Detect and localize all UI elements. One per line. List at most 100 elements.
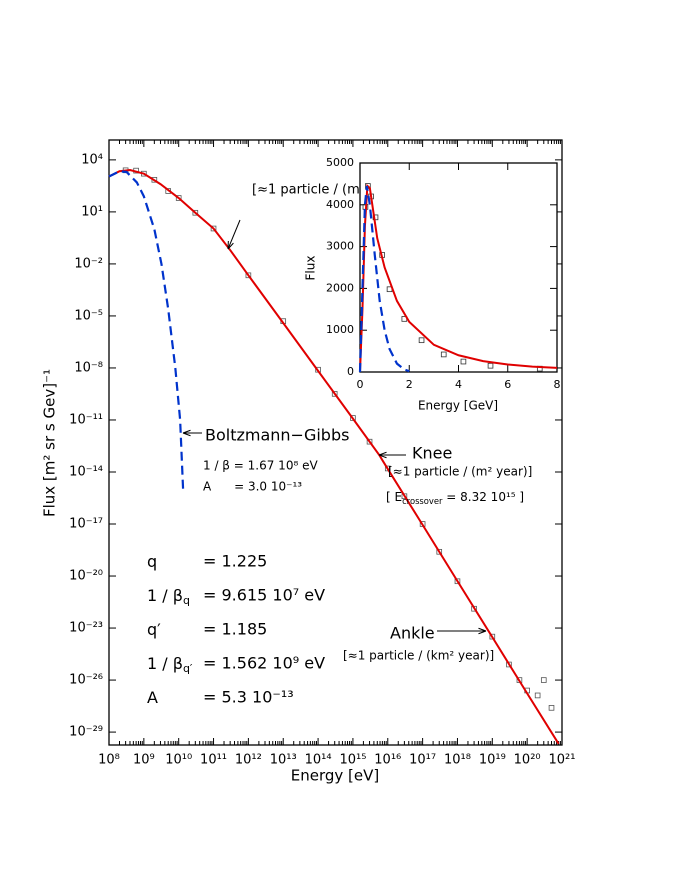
arrow-head bbox=[378, 451, 387, 459]
parameter-name: 1 / βq′ bbox=[147, 654, 193, 676]
data-point bbox=[540, 677, 547, 683]
data-point bbox=[489, 633, 496, 640]
x-tick-label: 10¹³ bbox=[270, 753, 297, 768]
x-tick-label: 10¹⁸ bbox=[444, 753, 471, 768]
x-tick-label: 10¹⁴ bbox=[305, 753, 332, 768]
x-tick-label: 10⁸ bbox=[98, 753, 120, 768]
annotation: Boltzmann−Gibbs bbox=[205, 426, 349, 445]
data-point bbox=[548, 705, 555, 711]
y-tick-label: 10⁻² bbox=[74, 256, 103, 271]
arrow-shaft bbox=[227, 219, 241, 250]
y-tick-label: 10⁻²⁰ bbox=[69, 569, 103, 584]
x-tick-label: 10¹⁶ bbox=[374, 753, 401, 768]
y-tick-label: 4000 bbox=[326, 198, 354, 211]
annotation-subscript: crossover bbox=[402, 496, 443, 506]
annotation: [≈1 particle / (km² year)] bbox=[343, 649, 494, 663]
x-tick-label: 10¹¹ bbox=[200, 753, 227, 768]
annotation: [ Ecrossover = 8.32 10¹⁵ ] bbox=[386, 490, 524, 506]
data-point bbox=[436, 548, 443, 555]
x-tick-label: 10¹² bbox=[235, 753, 262, 768]
arrow-head bbox=[227, 240, 234, 250]
y-tick-label: 10⁻⁵ bbox=[74, 308, 103, 323]
x-tick-label: 4 bbox=[455, 378, 462, 391]
parameter-name: q′ bbox=[147, 620, 161, 639]
annotation: Knee bbox=[412, 444, 452, 463]
data-point bbox=[418, 337, 425, 344]
x-tick-label: 10²⁰ bbox=[514, 753, 541, 768]
dashed-curve bbox=[358, 185, 410, 373]
annotation-part: = 8.32 10¹⁵ ] bbox=[442, 490, 524, 504]
annotation: 1 / β = 1.67 10⁸ eV bbox=[203, 459, 318, 473]
data-point bbox=[460, 358, 467, 365]
arrow-head bbox=[478, 627, 487, 635]
x-tick-label: 10¹⁰ bbox=[165, 753, 192, 768]
y-tick-label: 10⁴ bbox=[81, 152, 103, 167]
parameter-symbol: A bbox=[147, 688, 158, 707]
x-tick-label: 10⁹ bbox=[133, 753, 155, 768]
x-tick-label: 0 bbox=[357, 378, 364, 391]
parameter-subscript: q bbox=[183, 594, 190, 607]
data-point bbox=[210, 225, 217, 232]
y-tick-label: 1000 bbox=[326, 323, 354, 336]
annotation-part: [ E bbox=[386, 490, 402, 504]
x-tick-label: 10²¹ bbox=[549, 753, 576, 768]
inset-y-axis-label: Flux bbox=[304, 256, 318, 281]
y-tick-label: 10⁻²⁶ bbox=[69, 673, 103, 688]
inset-background bbox=[360, 163, 557, 372]
parameter-name: 1 / βq bbox=[147, 586, 190, 608]
y-tick-label: 10⁻²⁹ bbox=[69, 725, 103, 740]
annotation: Ankle bbox=[390, 624, 435, 643]
x-tick-label: 10¹⁵ bbox=[339, 753, 366, 768]
parameter-name: A bbox=[147, 688, 158, 707]
parameter-value: = 1.185 bbox=[203, 620, 267, 639]
parameter-symbol: q bbox=[147, 552, 157, 571]
data-point bbox=[350, 415, 356, 421]
parameter-subscript: q′ bbox=[183, 662, 193, 675]
y-tick-label: 10⁻²³ bbox=[69, 621, 103, 636]
data-point bbox=[487, 362, 494, 369]
parameter-value: = 1.562 10⁹ eV bbox=[203, 654, 325, 673]
y-tick-label: 10¹ bbox=[81, 204, 103, 219]
y-tick-label: 0 bbox=[347, 365, 354, 378]
y-tick-label: 10⁻¹⁷ bbox=[69, 517, 103, 532]
data-point bbox=[440, 351, 447, 358]
data-point bbox=[534, 692, 541, 699]
x-tick-label: 6 bbox=[504, 378, 511, 391]
data-point bbox=[175, 195, 182, 201]
parameter-value: = 9.615 10⁷ eV bbox=[203, 586, 325, 605]
parameter-value: = 1.225 bbox=[203, 552, 267, 571]
parameter-value: = 5.3 10⁻¹³ bbox=[203, 688, 294, 707]
y-tick-label: 10⁻¹⁴ bbox=[69, 464, 103, 479]
x-tick-label: 2 bbox=[406, 378, 413, 391]
parameter-name: q bbox=[147, 552, 157, 571]
annotation: [≈1 particle / (m² year)] bbox=[388, 465, 532, 479]
data-point bbox=[192, 209, 199, 216]
annotation: A = 3.0 10⁻¹³ bbox=[203, 480, 302, 494]
x-axis-label: Energy [eV] bbox=[291, 767, 379, 785]
fit-curve bbox=[108, 169, 560, 745]
y-axis-label: Flux [m² sr s Gev]⁻¹ bbox=[41, 369, 59, 517]
dashed-curve bbox=[108, 170, 185, 493]
y-tick-label: 2000 bbox=[326, 281, 354, 294]
plot-frame bbox=[108, 139, 563, 746]
parameter-symbol: q′ bbox=[147, 620, 161, 639]
data-point bbox=[366, 438, 373, 445]
x-tick-label: 10¹⁹ bbox=[479, 753, 506, 768]
y-tick-label: 10⁻¹¹ bbox=[69, 412, 103, 427]
data-point bbox=[245, 272, 252, 279]
annotation: [≈1 particle / (m² s)] bbox=[252, 183, 386, 198]
y-tick-label: 10⁻⁸ bbox=[74, 360, 103, 375]
y-tick-label: 5000 bbox=[326, 156, 354, 169]
x-tick-label: 8 bbox=[554, 378, 561, 391]
y-tick-label: 3000 bbox=[326, 240, 354, 253]
data-point bbox=[384, 465, 391, 472]
data-point bbox=[454, 578, 461, 585]
parameter-symbol: 1 / β bbox=[147, 654, 183, 673]
arrow-head bbox=[182, 429, 191, 437]
inset-x-axis-label: Energy [GeV] bbox=[418, 399, 498, 413]
x-tick-label: 10¹⁷ bbox=[409, 753, 436, 768]
data-point bbox=[331, 391, 338, 397]
parameter-symbol: 1 / β bbox=[147, 586, 183, 605]
